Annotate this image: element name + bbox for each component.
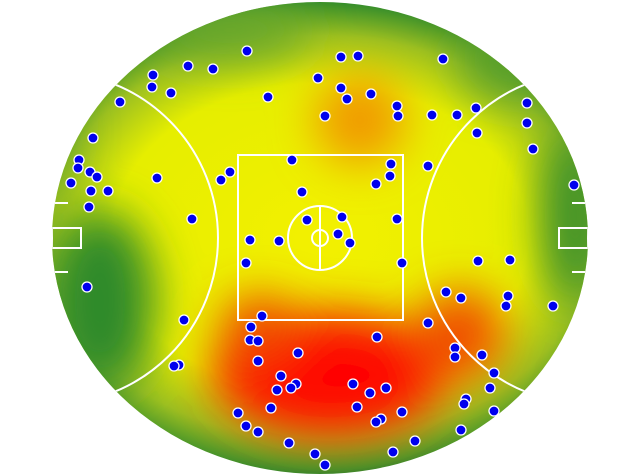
point — [488, 405, 500, 417]
point — [151, 172, 163, 184]
point — [370, 416, 382, 428]
points — [65, 45, 580, 471]
point — [392, 110, 404, 122]
point — [371, 331, 383, 343]
point — [241, 45, 253, 57]
point — [319, 110, 331, 122]
point — [273, 235, 285, 247]
point — [351, 401, 363, 413]
point — [391, 100, 403, 112]
point — [500, 300, 512, 312]
point — [168, 360, 180, 372]
point — [504, 254, 516, 266]
point — [458, 398, 470, 410]
point — [146, 81, 158, 93]
point — [364, 387, 376, 399]
point — [521, 117, 533, 129]
point — [186, 213, 198, 225]
point — [301, 214, 313, 226]
point — [215, 174, 227, 186]
point — [484, 382, 496, 394]
point — [224, 166, 236, 178]
point — [309, 448, 321, 460]
point — [396, 257, 408, 269]
point — [312, 72, 324, 84]
point — [65, 177, 77, 189]
point — [387, 446, 399, 458]
point — [335, 51, 347, 63]
point — [286, 154, 298, 166]
point — [344, 237, 356, 249]
point — [451, 109, 463, 121]
point — [240, 257, 252, 269]
point — [380, 382, 392, 394]
point — [240, 420, 252, 432]
point — [422, 160, 434, 172]
point — [455, 424, 467, 436]
point — [426, 109, 438, 121]
point — [178, 314, 190, 326]
point — [252, 335, 264, 347]
point — [232, 407, 244, 419]
point — [147, 69, 159, 81]
point — [384, 170, 396, 182]
point — [265, 402, 277, 414]
point — [102, 185, 114, 197]
point — [370, 178, 382, 190]
point — [385, 158, 397, 170]
point — [83, 201, 95, 213]
point — [275, 370, 287, 382]
point — [352, 50, 364, 62]
point — [471, 127, 483, 139]
point — [81, 281, 93, 293]
point — [285, 382, 297, 394]
point — [207, 63, 219, 75]
point — [470, 102, 482, 114]
point — [252, 355, 264, 367]
point — [87, 132, 99, 144]
point — [455, 292, 467, 304]
point — [182, 60, 194, 72]
point — [502, 290, 514, 302]
point — [319, 459, 331, 471]
point — [409, 435, 421, 447]
point — [296, 186, 308, 198]
point — [347, 378, 359, 390]
point — [449, 351, 461, 363]
point — [165, 87, 177, 99]
point — [91, 171, 103, 183]
point — [332, 228, 344, 240]
point — [252, 426, 264, 438]
point — [547, 300, 559, 312]
point — [85, 185, 97, 197]
point — [283, 437, 295, 449]
point — [396, 406, 408, 418]
point — [292, 347, 304, 359]
point — [271, 384, 283, 396]
point — [440, 286, 452, 298]
field-lines — [52, 71, 588, 405]
point — [568, 179, 580, 191]
point — [256, 310, 268, 322]
point — [244, 234, 256, 246]
point — [114, 96, 126, 108]
point — [365, 88, 377, 100]
point — [262, 91, 274, 103]
point — [437, 53, 449, 65]
point — [391, 213, 403, 225]
point — [422, 317, 434, 329]
point — [472, 255, 484, 267]
point — [521, 97, 533, 109]
point — [476, 349, 488, 361]
point — [527, 143, 539, 155]
point — [336, 211, 348, 223]
point — [341, 93, 353, 105]
point — [245, 321, 257, 333]
point — [72, 162, 84, 174]
point — [335, 82, 347, 94]
point — [488, 367, 500, 379]
